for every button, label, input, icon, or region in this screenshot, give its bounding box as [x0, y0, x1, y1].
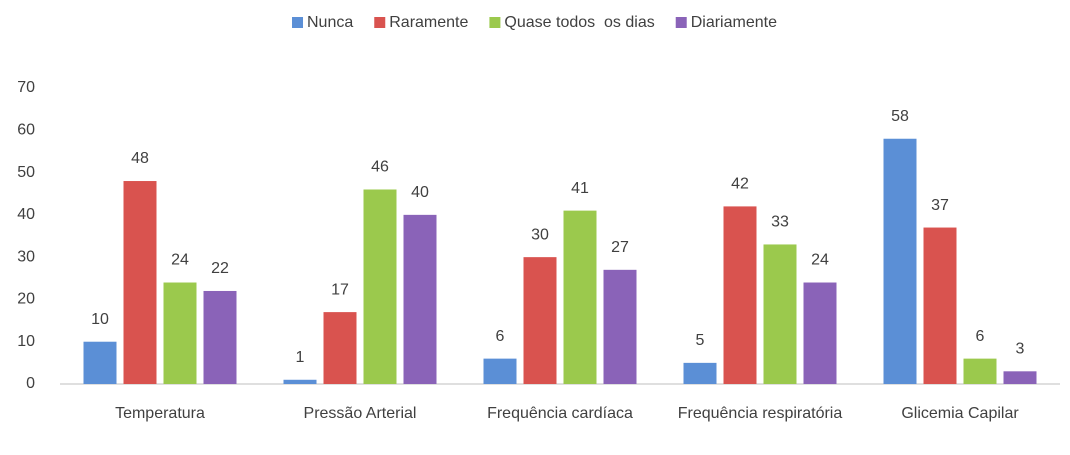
bar — [323, 312, 357, 384]
bar — [763, 244, 797, 384]
bar — [403, 214, 437, 384]
bar — [883, 138, 917, 384]
bar — [483, 358, 517, 384]
data-label: 40 — [411, 184, 429, 201]
bar — [803, 282, 837, 384]
bar — [963, 358, 997, 384]
bar — [1003, 371, 1037, 384]
y-tick-label: 50 — [17, 164, 35, 181]
x-tick-label: Frequência cardíaca — [487, 405, 633, 422]
data-label: 33 — [771, 214, 789, 231]
data-label: 30 — [531, 226, 549, 243]
legend-swatch — [292, 17, 304, 28]
legend-label: Quase todos os dias — [504, 14, 654, 31]
data-label: 41 — [571, 180, 589, 197]
data-label: 48 — [131, 150, 149, 167]
data-label: 42 — [731, 176, 749, 193]
y-tick-label: 70 — [17, 79, 35, 96]
data-label: 6 — [496, 328, 505, 345]
bar — [123, 181, 157, 384]
data-label: 17 — [331, 281, 349, 298]
x-tick-label: Frequência respiratória — [678, 405, 843, 422]
data-label: 37 — [931, 197, 949, 214]
y-tick-label: 0 — [26, 375, 35, 392]
bar — [563, 210, 597, 384]
legend-label: Raramente — [389, 14, 468, 31]
bar — [523, 257, 557, 384]
bar — [683, 362, 717, 384]
legend-swatch — [374, 17, 386, 28]
x-tick-label: Pressão Arterial — [304, 405, 417, 422]
legend-label: Nunca — [307, 14, 353, 31]
data-label: 3 — [1016, 341, 1025, 358]
data-label: 27 — [611, 239, 629, 256]
data-label: 58 — [891, 108, 909, 125]
legend-swatch — [675, 17, 687, 28]
bar — [603, 269, 637, 384]
y-tick-label: 60 — [17, 122, 35, 139]
y-tick-label: 20 — [17, 291, 35, 308]
bar — [83, 341, 117, 384]
data-label: 1 — [296, 349, 305, 366]
x-tick-label: Glicemia Capilar — [901, 405, 1019, 422]
legend-label: Diariamente — [691, 14, 777, 31]
data-label: 24 — [811, 252, 829, 269]
data-label: 10 — [91, 311, 109, 328]
bar — [723, 206, 757, 384]
y-tick-label: 40 — [17, 206, 35, 223]
data-label: 24 — [171, 252, 189, 269]
y-tick-label: 30 — [17, 248, 35, 265]
data-label: 5 — [696, 332, 705, 349]
data-label: 46 — [371, 159, 389, 176]
data-label: 6 — [976, 328, 985, 345]
y-tick-label: 10 — [17, 333, 35, 350]
data-label: 22 — [211, 260, 229, 277]
bar — [163, 282, 197, 384]
bar — [923, 227, 957, 384]
bar — [363, 189, 397, 384]
x-tick-label: Temperatura — [115, 405, 205, 422]
bar — [203, 290, 237, 384]
legend-swatch — [489, 17, 501, 28]
bar — [283, 379, 317, 384]
